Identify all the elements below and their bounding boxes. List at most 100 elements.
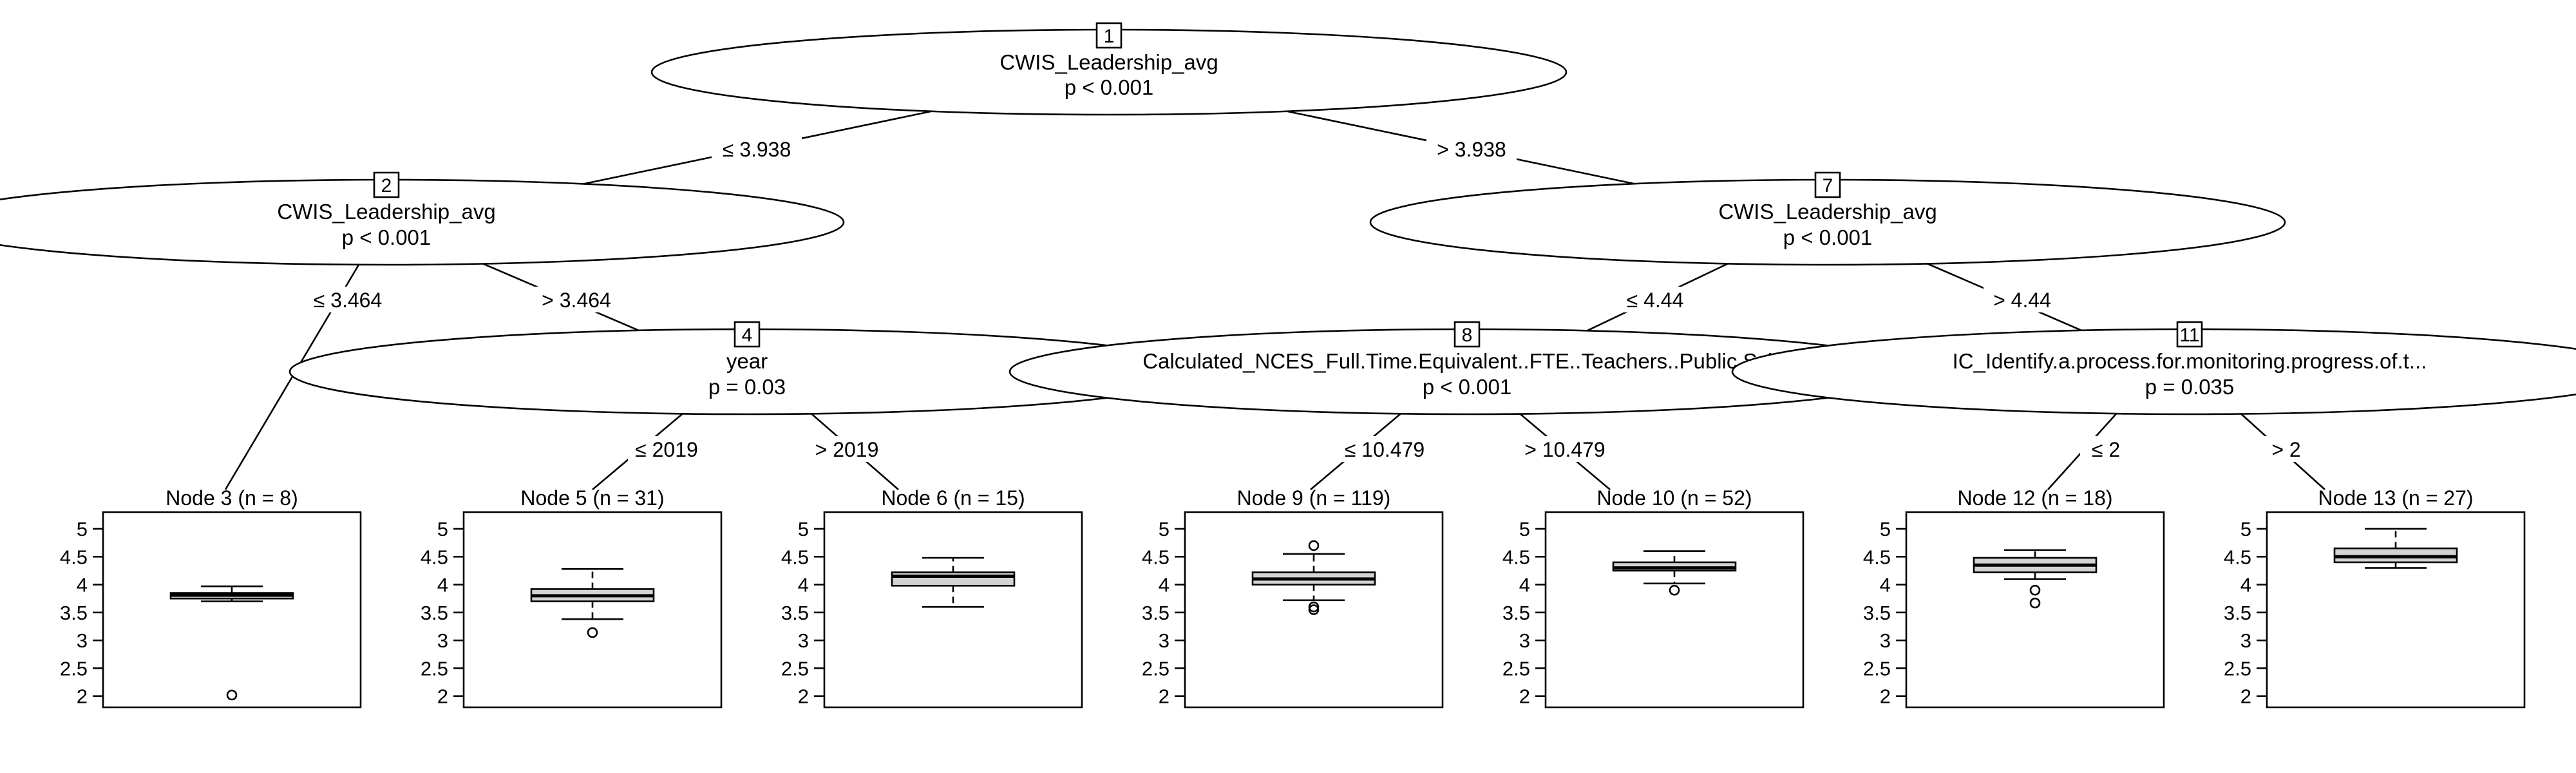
y-tick-label: 2.5 <box>421 657 448 680</box>
y-tick-label: 2 <box>1880 685 1891 708</box>
terminal-node-panel: Node 12 (n = 18) 5 4.5 4 3.5 3 2.5 2 <box>1863 486 2165 709</box>
node-variable: IC_Identify.a.process.for.monitoring.pro… <box>1953 349 2427 373</box>
terminal-node-title: Node 6 (n = 15) <box>881 486 1025 510</box>
y-tick-label: 4.5 <box>1142 546 1170 568</box>
node-p-value: p = 0.035 <box>2145 375 2235 399</box>
inner-node-1: 1 CWIS_Leadership_avg p < 0.001 <box>650 22 1567 116</box>
y-tick-label: 2.5 <box>1502 657 1530 680</box>
y-tick-label: 3.5 <box>781 602 809 624</box>
y-tick-label: 2.5 <box>60 657 88 680</box>
edge-label: ≤ 2019 <box>635 438 698 461</box>
terminal-node-title: Node 5 (n = 31) <box>520 486 664 510</box>
y-tick-label: 3.5 <box>1502 602 1530 624</box>
terminal-node-title: Node 3 (n = 8) <box>166 486 298 510</box>
y-tick-label: 4 <box>437 574 448 596</box>
outlier-point <box>1669 584 1680 596</box>
inner-node-4: 4 year p = 0.03 <box>289 321 1206 415</box>
inner-node-7: 7 CWIS_Leadership_avg p < 0.001 <box>1369 171 2286 266</box>
node-variable: CWIS_Leadership_avg <box>999 50 1218 74</box>
outlier-point <box>1308 540 1320 551</box>
y-tick-label: 5 <box>1159 518 1170 540</box>
node-variable: year <box>726 349 768 373</box>
terminal-node-title: Node 10 (n = 52) <box>1596 486 1752 510</box>
node-id: 7 <box>1823 175 1833 196</box>
y-tick-label: 2.5 <box>1142 657 1170 680</box>
y-tick-label: 2 <box>437 685 448 708</box>
y-tick-label: 2 <box>2240 685 2251 708</box>
node-p-value: p < 0.001 <box>1423 375 1512 399</box>
y-tick-label: 4 <box>77 574 88 596</box>
node-variable: Calculated_NCES_Full.Time.Equivalent..FT… <box>1142 349 1792 373</box>
terminal-nodes: Node 3 (n = 8) 5 4.5 4 3.5 3 2.5 2 Node 5 (n = 3… <box>60 486 2526 709</box>
y-tick-label: 4.5 <box>2224 546 2251 568</box>
node-id: 2 <box>381 175 392 196</box>
node-p-value: p < 0.001 <box>342 225 431 249</box>
plot-frame <box>823 511 1083 709</box>
y-tick-label: 2 <box>1519 685 1530 708</box>
y-tick-label: 2 <box>77 685 88 708</box>
y-tick-label: 2 <box>798 685 809 708</box>
y-tick-label: 3.5 <box>1142 602 1170 624</box>
y-tick-label: 3 <box>1159 629 1170 652</box>
y-tick-label: 3 <box>1519 629 1530 652</box>
outlier-point <box>1308 601 1320 613</box>
y-tick-label: 2.5 <box>1863 657 1891 680</box>
terminal-node-panel: Node 13 (n = 27) 5 4.5 4 3.5 3 2.5 2 <box>2224 486 2526 709</box>
y-tick-label: 3 <box>77 629 88 652</box>
plot-frame <box>1544 511 1804 709</box>
terminal-node-panel: Node 5 (n = 31) 5 4.5 4 3.5 3 2.5 2 <box>421 486 723 709</box>
y-tick-label: 5 <box>2240 518 2251 540</box>
y-tick-label: 4 <box>2240 574 2251 596</box>
terminal-node-panel: Node 6 (n = 15) 5 4.5 4 3.5 3 2.5 2 <box>781 486 1083 709</box>
y-tick-label: 3.5 <box>421 602 448 624</box>
y-tick-label: 3.5 <box>2224 602 2251 624</box>
edge-label: > 10.479 <box>1524 438 1605 461</box>
y-tick-label: 3 <box>798 629 809 652</box>
y-tick-label: 5 <box>77 518 88 540</box>
outlier-point <box>226 689 238 701</box>
y-tick-label: 4 <box>1519 574 1530 596</box>
y-tick-label: 4 <box>798 574 809 596</box>
edge-label: ≤ 4.44 <box>1627 289 1684 312</box>
y-tick-label: 3.5 <box>60 602 88 624</box>
terminal-node-panel: Node 3 (n = 8) 5 4.5 4 3.5 3 2.5 2 <box>60 486 362 709</box>
plot-frame <box>2266 511 2526 709</box>
edge-label: > 3.938 <box>1437 138 1506 161</box>
y-tick-label: 5 <box>1519 518 1530 540</box>
edge-label: > 3.464 <box>542 289 611 312</box>
edge-label: > 4.44 <box>1993 289 2051 312</box>
node-id: 8 <box>1462 325 1473 346</box>
edge-label: > 2 <box>2271 438 2300 461</box>
y-tick-label: 2 <box>1159 685 1170 708</box>
inner-node-11: 11 IC_Identify.a.process.for.monitoring.… <box>1731 321 2576 415</box>
plot-frame <box>1905 511 2165 709</box>
y-tick-label: 4 <box>1880 574 1891 596</box>
edge-label: > 2019 <box>815 438 879 461</box>
plot-frame <box>1184 511 1444 709</box>
y-tick-label: 3 <box>1880 629 1891 652</box>
inner-node-8: 8 Calculated_NCES_Full.Time.Equivalent..… <box>1009 321 1926 415</box>
outlier-point <box>2029 584 2041 596</box>
y-tick-label: 2.5 <box>781 657 809 680</box>
plot-frame <box>102 511 362 709</box>
node-p-value: p < 0.001 <box>1065 75 1154 99</box>
y-tick-label: 2.5 <box>2224 657 2251 680</box>
terminal-node-panel: Node 10 (n = 52) 5 4.5 4 3.5 3 2.5 2 <box>1502 486 1804 709</box>
edge-label: ≤ 3.464 <box>314 289 383 312</box>
terminal-node-panel: Node 9 (n = 119) 5 4.5 4 3.5 3 2.5 2 <box>1142 486 1444 709</box>
y-tick-label: 4.5 <box>1502 546 1530 568</box>
edge-label: ≤ 10.479 <box>1345 438 1425 461</box>
node-p-value: p < 0.001 <box>1783 225 1873 249</box>
node-p-value: p = 0.03 <box>708 375 786 399</box>
terminal-node-title: Node 13 (n = 27) <box>2318 486 2473 510</box>
edge-labels: ≤ 3.938 > 3.938 ≤ 3.464 > 3.464 ≤ 4.44 >… <box>303 136 2312 462</box>
plot-frame <box>462 511 723 709</box>
node-variable: CWIS_Leadership_avg <box>1718 200 1937 224</box>
y-tick-label: 5 <box>798 518 809 540</box>
node-id: 1 <box>1104 26 1115 47</box>
y-tick-label: 4.5 <box>60 546 88 568</box>
node-variable: CWIS_Leadership_avg <box>277 200 495 224</box>
edge-label: ≤ 2 <box>2092 438 2120 461</box>
node-id: 4 <box>742 325 753 346</box>
inner-node-2: 2 CWIS_Leadership_avg p < 0.001 <box>0 171 845 266</box>
